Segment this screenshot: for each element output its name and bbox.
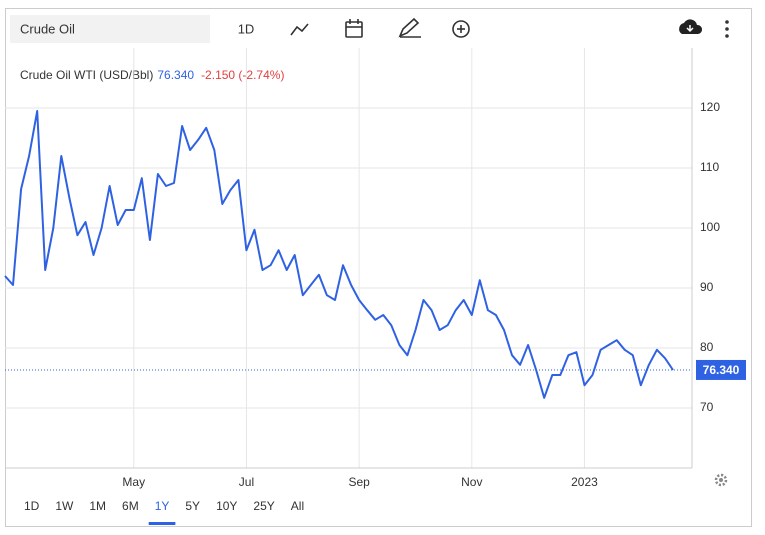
range-button[interactable]: 1Y [155, 499, 170, 513]
x-tick-label: Nov [461, 475, 482, 489]
price-line [4, 110, 674, 399]
plot: 70 80 90 100 110 120 May Jul Sep Nov 2023 76.340 [4, 48, 746, 489]
price-change: -2.150 (-2.74%) [201, 68, 284, 82]
y-tick-label: 110 [700, 160, 719, 174]
download-icon[interactable] [679, 19, 703, 34]
range-button[interactable]: 25Y [253, 499, 274, 513]
widget-frame [5, 8, 752, 527]
chart-type-icon[interactable] [290, 23, 309, 36]
series-name: Crude Oil WTI (USD/Bbl) [20, 68, 153, 82]
range-button[interactable]: 10Y [216, 499, 237, 513]
search-text: Crude Oil [20, 21, 75, 36]
y-tick-label: 120 [700, 100, 720, 114]
range-button[interactable]: 1D [24, 499, 40, 513]
calendar-icon[interactable] [345, 19, 363, 38]
draw-icon[interactable] [398, 17, 421, 38]
x-tick-label: 2023 [571, 475, 598, 489]
range-button[interactable]: 6M [122, 499, 139, 513]
menu-icon[interactable] [725, 20, 729, 38]
last-price: 76.340 [157, 68, 194, 82]
x-tick-label: Sep [348, 475, 370, 489]
range-bar: 1D 1W 1M 6M 1Y 5Y 10Y 25Y All [24, 499, 304, 525]
range-button[interactable]: 1W [55, 499, 74, 513]
y-tick-label: 80 [700, 340, 714, 354]
range-underline [148, 522, 176, 525]
x-tick-label: Jul [239, 475, 254, 489]
y-tick-label: 90 [700, 280, 714, 294]
y-tick-label: 100 [700, 220, 720, 234]
settings-icon[interactable] [714, 473, 728, 487]
interval-button[interactable]: 1D [238, 21, 255, 36]
range-button[interactable]: All [291, 499, 304, 513]
range-button[interactable]: 5Y [185, 499, 200, 513]
last-price-badge [696, 359, 746, 380]
x-tick-label: May [122, 475, 145, 489]
add-icon[interactable] [452, 20, 470, 38]
range-button[interactable]: 1M [89, 499, 106, 513]
y-tick-label: 70 [700, 400, 714, 414]
last-price-label: 76.340 [703, 363, 740, 377]
search-box[interactable] [10, 15, 210, 43]
